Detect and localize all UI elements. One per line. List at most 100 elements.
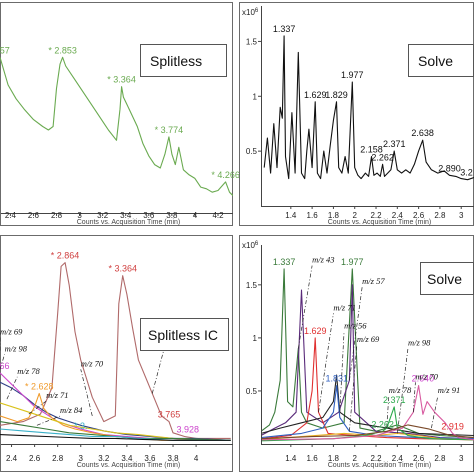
x-tick-label: 2.8 [434,211,446,220]
panel-title: Solve [427,271,462,287]
x-tick-label: 3.2 [97,211,109,220]
peak-label: * 2.864 [51,251,80,261]
x-tick-label: 3.6 [144,454,156,463]
annotation-leader [28,400,47,415]
x-tick-label: 1.8 [328,454,340,463]
peak-label: 3.928 [177,425,200,435]
peak-label: 2.640 [412,374,435,384]
series-line-5 [261,432,474,441]
x-tick-label: 3 [77,211,82,220]
annotation-leader [297,265,313,349]
x-tick-label: 1.4 [285,454,297,463]
y-tick-label: 1 [253,334,258,343]
x-tick-label: 2.4 [6,454,18,463]
peak-label: 866 [0,361,10,371]
peak-label: 1.629 [304,326,327,336]
series-line-0 [0,56,233,197]
panel-title-box [408,44,474,77]
plot-area [0,262,231,441]
annotation-leader [0,354,5,370]
annotation-label: m/z 56 [344,320,367,330]
peak-label: 2.371 [383,139,406,149]
annotation-label: m/z 70 [415,371,438,381]
x-tick-label: 2.2 [370,211,382,220]
peak-label: * 3. [74,421,88,431]
x-tick-label: 4 [194,454,199,463]
peak-label: * 4.266 [211,170,240,180]
annotation-label: m/z 71 [46,390,68,400]
peak-label: * 2.628 [25,382,54,392]
plot-area [263,35,474,181]
peak-label: 2.158 [360,145,383,155]
peak-label: 1.831 [325,374,348,384]
annotation-label: m/z 98 [408,337,431,347]
annotation-leader [431,396,439,429]
x-tick-label: 3 [459,454,464,463]
x-axis-label: Counts vs. Acquisition Time (min) [77,462,180,469]
panel-title: Splitless IC [148,327,218,343]
x-tick-label: 1.6 [307,211,319,220]
annotation-label: m/z 70 [81,358,104,368]
x-tick-label: 2.6 [28,211,40,220]
series-line-0 [0,262,231,439]
x-tick-label: 2.8 [52,454,64,463]
y-axis-label: x106 [242,241,259,250]
annotation-leader [80,369,93,417]
x-tick-label: 2.6 [29,454,41,463]
panel-title-box [140,44,227,77]
peak-label: 1.977 [341,257,364,267]
x-axis-label: Counts vs. Acquisition Time (min) [328,219,431,226]
peak-label: * 3.364 [108,264,137,274]
y-axis-label-exponent: 6 [255,8,259,14]
panel-frame [0,2,233,226]
plot-area [0,56,233,197]
x-tick-label: 2.4 [392,211,404,220]
peak-label: 857 [0,45,10,55]
peak-label: * 2.853 [48,45,77,55]
x-tick-label: 2.4 [5,211,17,220]
peak-label: 2.262 [371,152,394,162]
peak-label: * 3.774 [155,125,184,135]
x-tick-label: 1.4 [285,211,297,220]
x-tick-label: 1.6 [307,454,319,463]
x-tick-label: 2.6 [413,211,425,220]
x-tick-label: 3.4 [121,454,133,463]
panel-solvent: 1.4 1.6 1.8 2 2.2 2.4 2.6 2.8 3 Counts vs. Acquis… [239,2,474,226]
panel-frame [239,2,474,226]
series-line-7 [261,385,474,441]
series-line-0 [263,35,474,181]
x-tick-label: 4 [193,211,198,220]
x-axis-label: Counts vs. Acquisition Time (min) [77,219,180,226]
x-tick-label: 3.8 [166,211,178,220]
annotation-label: m/z 69 [0,327,23,337]
panel-title: Splitless [150,53,202,69]
annotation-label: m/z 98 [5,343,28,353]
peak-label: 1.977 [341,70,364,80]
x-tick-label: 4.2 [212,211,224,220]
series-line-5 [0,421,231,441]
x-tick-label: 2 [352,211,357,220]
annotation-leader [36,415,61,426]
panel-splitless-ic: 2.4 2.6 2.8 3 3.2 3.4 3.6 3.8 4 Counts vs. Acquis… [0,235,233,472]
annotation-leader [6,376,18,400]
peak-label: 3.2 [460,168,473,178]
annotation-label: m/z 69 [357,334,380,344]
peak-label: * 3.364 [107,75,136,85]
annotation-label: m/z 43 [312,255,334,265]
annotation-label: m/z 78 [17,366,40,376]
x-tick-label: 3.8 [167,454,179,463]
annotation-leader [318,313,334,413]
y-axis-label: x106 [242,8,259,17]
series-line-2 [261,337,474,441]
annotation-label: m/z 78 [389,385,412,395]
peak-label: 2.890 [438,163,461,173]
peak-label: 2.638 [411,128,434,138]
peak-label: 2.262 [371,419,394,429]
peak-label: 1.337 [273,24,296,34]
annotation-leader [349,286,363,381]
x-tick-label: 2.8 [51,211,63,220]
peak-label: 2.371 [383,395,406,405]
x-tick-label: 3.2 [98,454,110,463]
annotation-label: m/z 71 [333,302,355,312]
y-tick-label: 1.5 [246,37,258,46]
